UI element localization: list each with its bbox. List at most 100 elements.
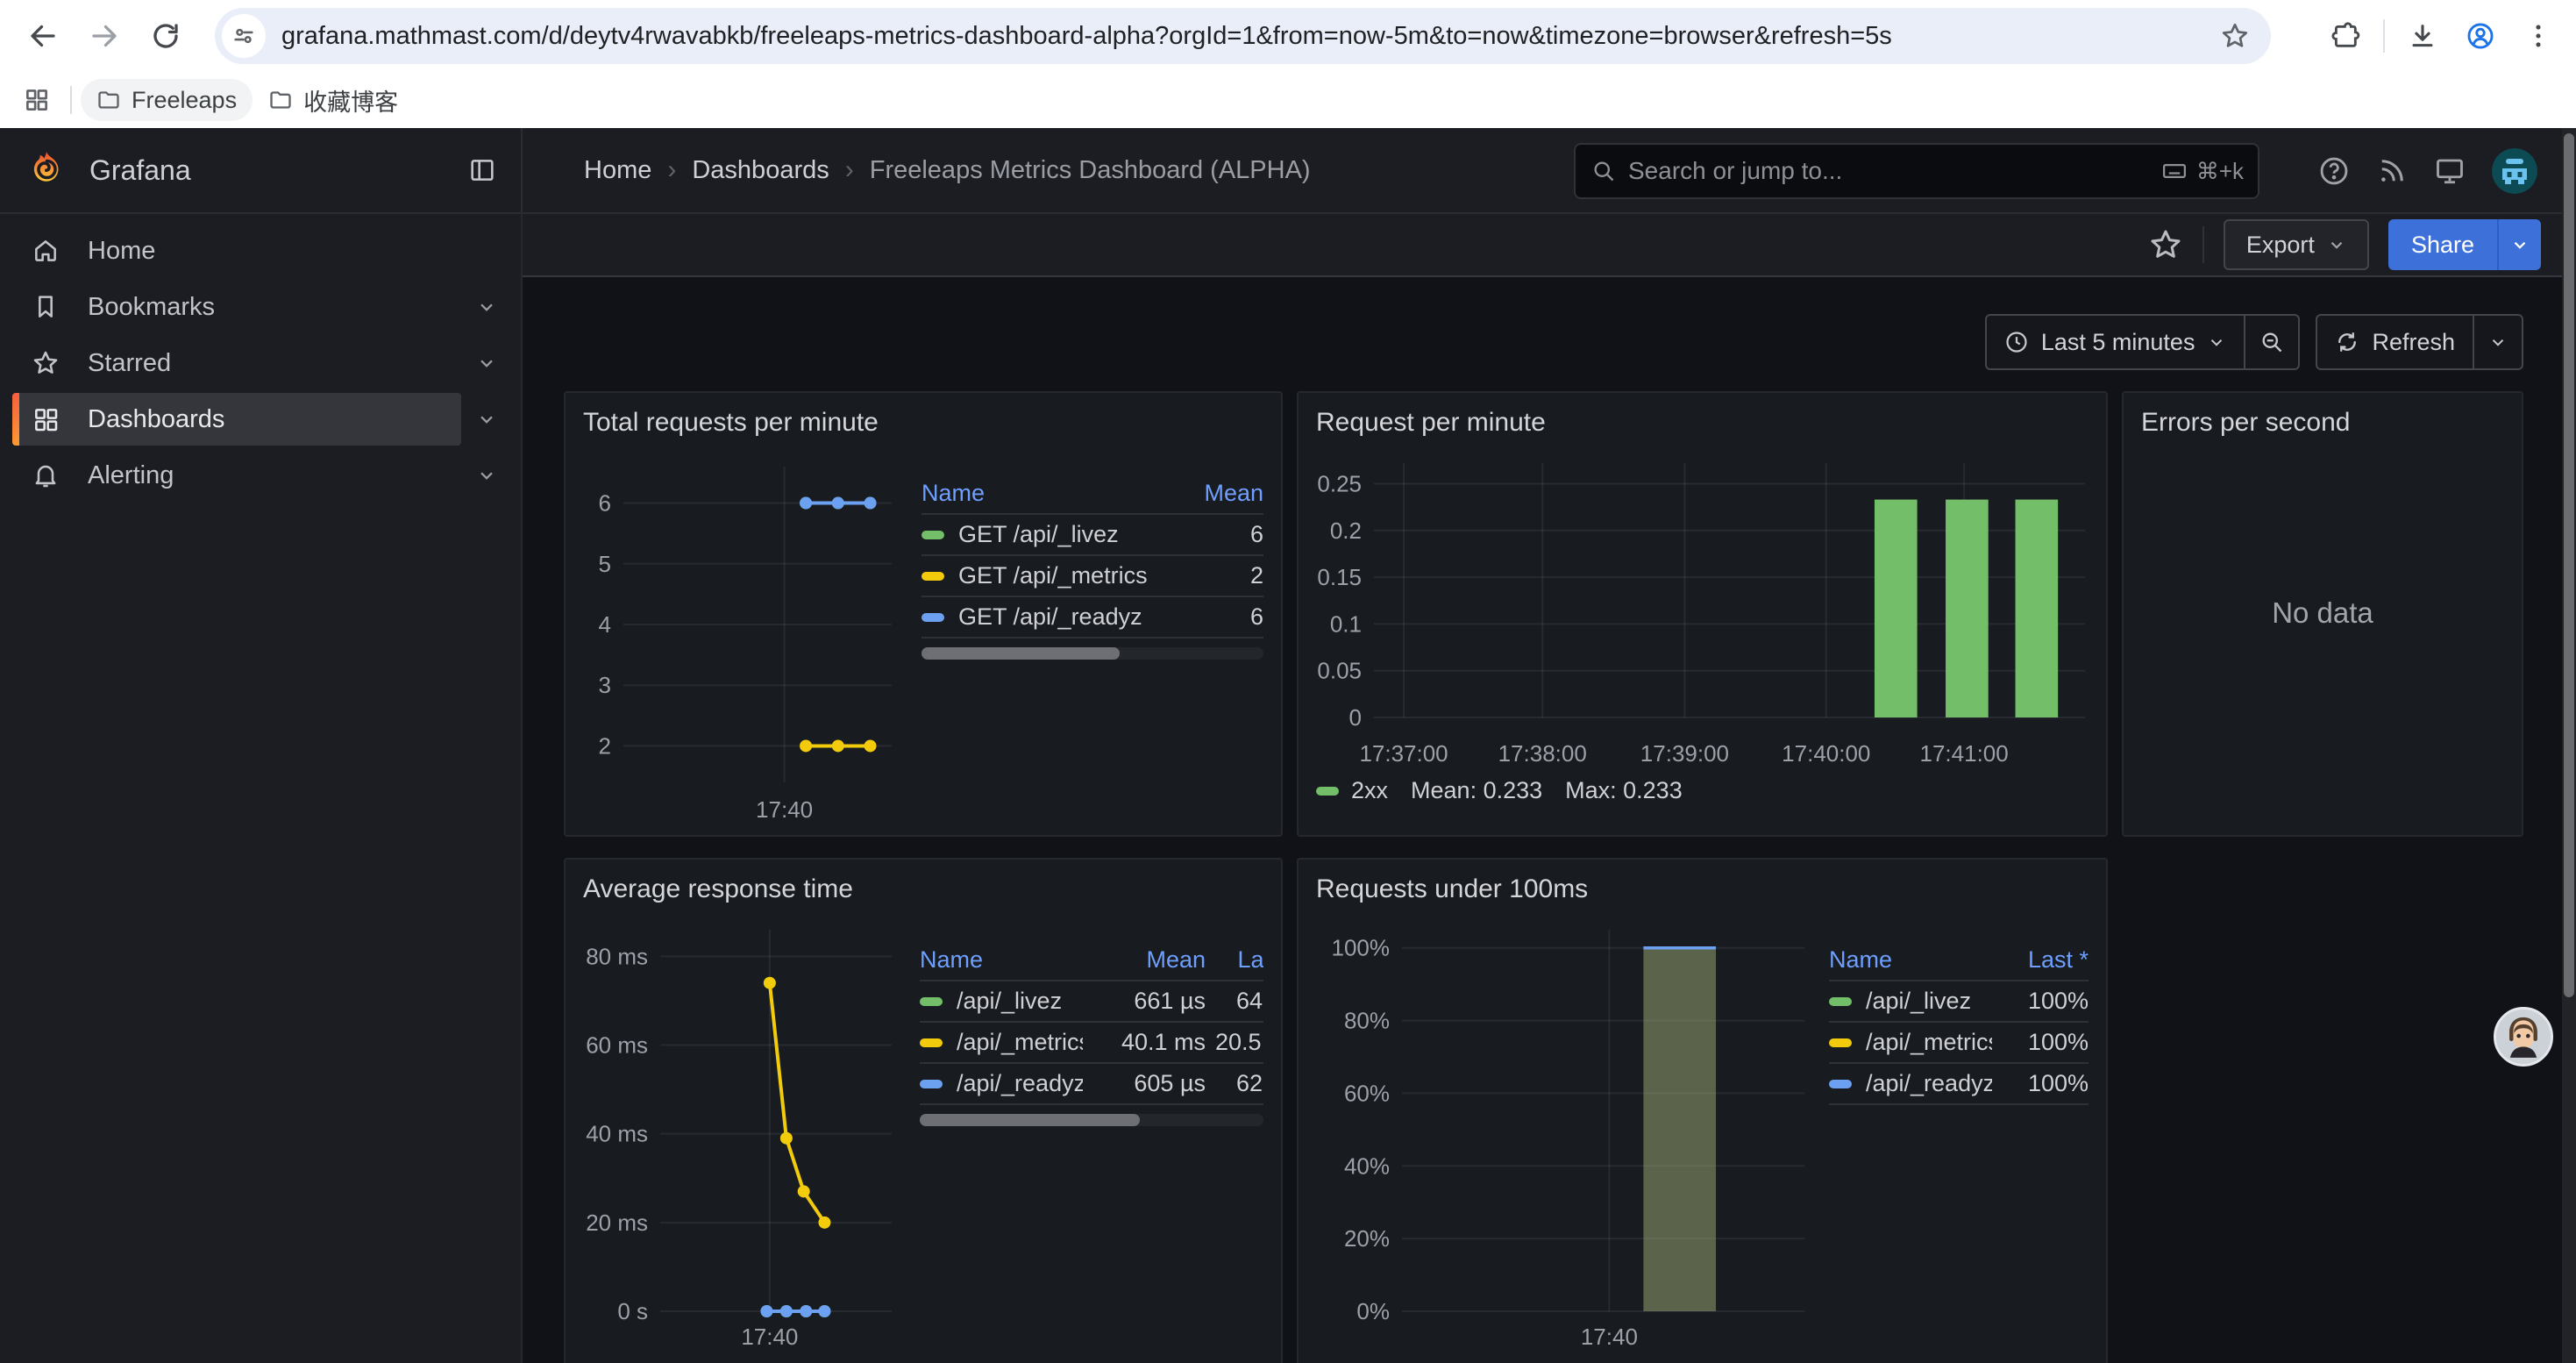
legend-row[interactable]: /api/_metrics 100% bbox=[1829, 1023, 2089, 1064]
legend-max: Max: 0.233 bbox=[1565, 777, 1683, 803]
line-chart[interactable]: 17:40 80 ms 60 ms 40 ms 20 ms 0 s bbox=[583, 909, 899, 1352]
breadcrumb-home[interactable]: Home bbox=[584, 155, 652, 184]
legend-row[interactable]: /api/_livez 661 µs 646 bbox=[920, 981, 1263, 1023]
svg-text:0.25: 0.25 bbox=[1317, 470, 1362, 496]
search-input[interactable]: Search or jump to... ⌘+k bbox=[1574, 143, 2259, 199]
bookmark-star-icon[interactable] bbox=[2211, 12, 2259, 60]
legend-scrollbar[interactable] bbox=[920, 1114, 1263, 1126]
legend-row[interactable]: /api/_livez 100% bbox=[1829, 981, 2089, 1023]
legend-col-name[interactable]: Name bbox=[922, 480, 986, 506]
series-swatch bbox=[920, 1079, 943, 1088]
browser-menu-icon[interactable] bbox=[2513, 11, 2564, 61]
panel-requests-under-100ms[interactable]: Requests under 100ms 17:40 100% 80% 60% 40% 2… bbox=[1297, 858, 2108, 1363]
site-controls-icon[interactable] bbox=[222, 14, 266, 58]
no-data-message: No data bbox=[2272, 596, 2373, 629]
export-button[interactable]: Export bbox=[2223, 219, 2369, 270]
sidebar-item-starred[interactable]: Starred bbox=[0, 335, 521, 391]
chevron-down-icon[interactable] bbox=[475, 296, 498, 318]
legend-scrollbar[interactable] bbox=[922, 647, 1263, 660]
legend-col-name[interactable]: Name bbox=[1829, 946, 1893, 973]
url-text[interactable]: grafana.mathmast.com/d/deytv4rwavabkb/fr… bbox=[281, 21, 1892, 50]
profile-icon[interactable] bbox=[2455, 11, 2506, 61]
legend-row[interactable]: GET /api/_livez 6 bbox=[922, 515, 1263, 556]
bookmarks-bar: Freeleaps 收藏博客 bbox=[0, 72, 2576, 128]
panel-title[interactable]: Errors per second bbox=[2141, 408, 2351, 437]
bar-chart[interactable]: 17:37:00 17:38:00 17:39:00 17:40:00 17:41:00… bbox=[1316, 442, 2092, 768]
bookmark-folder-freeleaps[interactable]: Freeleaps bbox=[81, 79, 253, 121]
legend-col-mean[interactable]: Mean bbox=[1146, 946, 1206, 973]
bookmarks-divider bbox=[70, 86, 72, 114]
share-menu-button[interactable] bbox=[2497, 219, 2541, 270]
brand-name: Grafana bbox=[89, 153, 191, 186]
series-swatch bbox=[1829, 1038, 1852, 1047]
content: Export Share Last 5 minutes bbox=[523, 214, 2576, 1363]
svg-text:17:39:00: 17:39:00 bbox=[1640, 740, 1729, 767]
sidebar: Home Bookmarks Starred Dashboards bbox=[0, 214, 523, 1363]
panel-title[interactable]: Requests under 100ms bbox=[1316, 874, 1589, 903]
dashboards-grid-icon bbox=[35, 409, 58, 432]
actions-divider bbox=[2202, 226, 2204, 263]
time-controls: Last 5 minutes Refresh bbox=[1984, 314, 2523, 370]
apps-grid-icon[interactable] bbox=[12, 79, 61, 121]
favorite-star-icon[interactable] bbox=[2148, 227, 2183, 262]
forward-icon[interactable] bbox=[74, 5, 135, 67]
area-chart[interactable]: 17:40 100% 80% 60% 40% 20% 0% bbox=[1316, 909, 1811, 1352]
legend-line[interactable]: 2xx Mean: 0.233 Max: 0.233 bbox=[1316, 777, 2089, 804]
browser-toolbar: grafana.mathmast.com/d/deytv4rwavabkb/fr… bbox=[0, 0, 2576, 72]
bookmark-label: 收藏博客 bbox=[303, 89, 399, 116]
chevron-down-icon[interactable] bbox=[475, 464, 498, 487]
legend-row[interactable]: /api/_readyz 100% bbox=[1829, 1064, 2089, 1105]
chevron-down-icon[interactable] bbox=[475, 408, 498, 431]
reload-icon[interactable] bbox=[135, 5, 196, 67]
legend-col-last[interactable]: Last * bbox=[2027, 946, 2089, 973]
svg-text:20%: 20% bbox=[1344, 1225, 1390, 1252]
display-icon[interactable] bbox=[2434, 155, 2466, 187]
breadcrumb-dashboards[interactable]: Dashboards bbox=[692, 155, 829, 184]
refresh-interval-button[interactable] bbox=[2473, 316, 2522, 368]
floating-assistant-avatar[interactable] bbox=[2494, 1007, 2553, 1067]
sidebar-toggle-icon[interactable] bbox=[456, 144, 509, 196]
legend-row[interactable]: /api/_readyz 605 µs 620 bbox=[920, 1064, 1263, 1105]
news-rss-icon[interactable] bbox=[2376, 155, 2408, 187]
sidebar-item-bookmarks[interactable]: Bookmarks bbox=[0, 279, 521, 335]
breadcrumb-current: Freeleaps Metrics Dashboard (ALPHA) bbox=[869, 155, 1311, 184]
panel-title[interactable]: Request per minute bbox=[1316, 408, 1546, 437]
time-range-picker[interactable]: Last 5 minutes bbox=[1987, 316, 2245, 368]
panel-title[interactable]: Total requests per minute bbox=[583, 408, 879, 437]
svg-text:40%: 40% bbox=[1344, 1152, 1390, 1179]
back-icon[interactable] bbox=[12, 5, 74, 67]
extensions-icon[interactable] bbox=[2320, 11, 2371, 61]
sidebar-item-alerting[interactable]: Alerting bbox=[0, 447, 521, 503]
line-chart[interactable]: 17:40 6 5 4 3 2 bbox=[583, 442, 899, 824]
page-scrollbar[interactable] bbox=[2562, 128, 2576, 1363]
scrollbar-thumb[interactable] bbox=[2564, 133, 2574, 997]
legend-row[interactable]: /api/_metrics 40.1 ms 20.5 r bbox=[920, 1023, 1263, 1064]
refresh-label: Refresh bbox=[2372, 328, 2455, 355]
panel-total-requests[interactable]: Total requests per minute 17:40 6 5 4 3 2 Nam… bbox=[564, 391, 1283, 837]
legend-col-name[interactable]: Name bbox=[920, 946, 984, 973]
legend-header: Name Mean Las bbox=[920, 940, 1263, 981]
refresh-group: Refresh bbox=[2316, 314, 2523, 370]
chevron-down-icon[interactable] bbox=[475, 352, 498, 375]
downloads-icon[interactable] bbox=[2397, 11, 2448, 61]
legend-row[interactable]: GET /api/_readyz 6 bbox=[922, 597, 1263, 639]
search-icon bbox=[1594, 161, 1614, 182]
panel-title[interactable]: Average response time bbox=[583, 874, 853, 903]
sidebar-item-dashboards[interactable]: Dashboards bbox=[0, 391, 521, 447]
help-icon[interactable] bbox=[2318, 155, 2350, 187]
search-placeholder: Search or jump to... bbox=[1628, 157, 1843, 184]
legend-mean: Mean: 0.233 bbox=[1411, 777, 1543, 803]
panel-avg-response-time[interactable]: Average response time 17:40 80 ms 60 ms 40 … bbox=[564, 858, 1283, 1363]
legend-row[interactable]: GET /api/_metrics 2 bbox=[922, 556, 1263, 597]
zoom-out-button[interactable] bbox=[2244, 316, 2298, 368]
legend-col-last[interactable]: Las bbox=[1237, 946, 1263, 973]
panel-request-per-minute[interactable]: Request per minute 17:37:00 17:38:00 17:39… bbox=[1297, 391, 2108, 837]
share-button[interactable]: Share bbox=[2387, 219, 2497, 270]
refresh-button[interactable]: Refresh bbox=[2317, 316, 2473, 368]
bookmark-folder-blogs[interactable]: 收藏博客 bbox=[253, 79, 414, 121]
url-bar[interactable]: grafana.mathmast.com/d/deytv4rwavabkb/fr… bbox=[215, 8, 2271, 64]
user-avatar[interactable] bbox=[2492, 148, 2537, 194]
legend-col-mean[interactable]: Mean bbox=[1204, 480, 1263, 506]
sidebar-item-home[interactable]: Home bbox=[0, 223, 521, 279]
panel-errors-per-second[interactable]: Errors per second No data bbox=[2122, 391, 2523, 837]
